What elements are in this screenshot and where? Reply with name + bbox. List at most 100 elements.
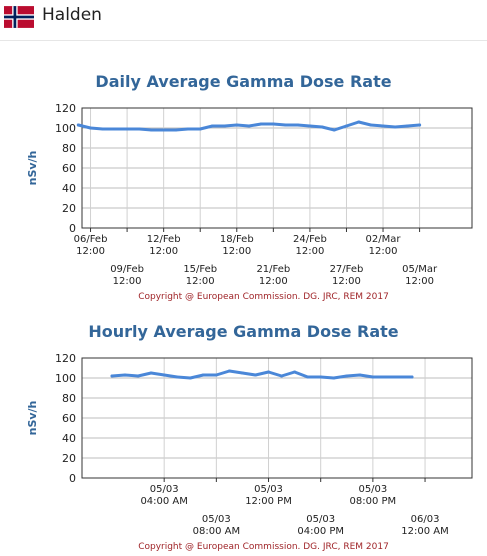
daily-data-point: [101, 127, 105, 131]
daily-xtick-label: 27/Feb: [330, 264, 364, 275]
daily-data-point: [186, 127, 190, 131]
hourly-data-point: [201, 373, 205, 377]
daily-data-point: [393, 125, 397, 129]
daily-data-point: [308, 124, 312, 128]
hourly-xtick-label: 12:00 PM: [245, 496, 292, 507]
daily-data-point: [149, 128, 153, 132]
daily-ytick-label: 100: [55, 122, 76, 135]
daily-data-point: [223, 124, 227, 128]
hourly-data-point: [293, 370, 297, 374]
daily-xtick-label: 12:00: [369, 246, 398, 257]
daily-data-point: [271, 122, 275, 126]
daily-copyright: Copyright @ European Commission. DG. JRC…: [138, 292, 389, 302]
hourly-data-point: [306, 375, 310, 379]
hourly-data-point: [280, 374, 284, 378]
hourly-chart-title: Hourly Average Gamma Dose Rate: [88, 322, 399, 341]
daily-xtick-label: 24/Feb: [293, 234, 327, 245]
daily-ylabel: nSv/h: [26, 151, 39, 186]
daily-xtick-label: 18/Feb: [220, 234, 254, 245]
daily-chart: 02040608010012006/Feb12:0009/Feb12:0012/…: [26, 102, 473, 287]
daily-data-point: [125, 127, 129, 131]
hourly-data-point: [397, 375, 401, 379]
daily-data-point: [162, 128, 166, 132]
daily-ytick-label: 120: [55, 102, 76, 115]
daily-xtick-label: 21/Feb: [256, 264, 290, 275]
daily-data-point: [89, 126, 93, 130]
daily-xtick-label: 12:00: [222, 246, 251, 257]
hourly-data-point: [267, 370, 271, 374]
daily-xtick-label: 02/Mar: [366, 234, 402, 245]
daily-data-point: [296, 123, 300, 127]
hourly-ytick-label: 40: [62, 432, 76, 445]
hourly-data-point: [110, 374, 114, 378]
daily-plot-border: [81, 107, 473, 229]
daily-data-point: [284, 123, 288, 127]
daily-xtick-label: 12:00: [405, 276, 434, 287]
hourly-data-point: [319, 375, 323, 379]
hourly-xtick-label: 04:00 PM: [297, 526, 344, 537]
hourly-ytick-label: 0: [69, 472, 76, 485]
hourly-data-point: [410, 375, 414, 379]
daily-data-point: [344, 124, 348, 128]
daily-xtick-label: 12:00: [332, 276, 361, 287]
hourly-data-point: [358, 373, 362, 377]
daily-data-point: [76, 123, 80, 127]
hourly-data-point: [240, 371, 244, 375]
hourly-ytick-label: 60: [62, 412, 76, 425]
daily-chart-title: Daily Average Gamma Dose Rate: [95, 72, 392, 91]
hourly-xtick-label: 06/03: [411, 514, 440, 525]
daily-data-point: [137, 127, 141, 131]
daily-data-point: [198, 127, 202, 131]
hourly-xtick-label: 05/03: [150, 484, 179, 495]
hourly-ytick-label: 120: [55, 352, 76, 365]
hourly-data-point: [188, 376, 192, 380]
daily-ytick-label: 60: [62, 162, 76, 175]
daily-xtick-label: 12:00: [259, 276, 288, 287]
daily-xtick-label: 12:00: [295, 246, 324, 257]
daily-data-point: [247, 124, 251, 128]
hourly-copyright: Copyright @ European Commission. DG. JRC…: [138, 542, 389, 552]
hourly-data-point: [175, 375, 179, 379]
daily-data-point: [357, 120, 361, 124]
daily-data-point: [369, 123, 373, 127]
hourly-xtick-label: 05/03: [306, 514, 335, 525]
hourly-ytick-label: 20: [62, 452, 76, 465]
daily-ytick-label: 0: [69, 222, 76, 235]
norway-flag-icon: [4, 6, 34, 28]
hourly-data-point: [371, 375, 375, 379]
hourly-xtick-label: 05/03: [254, 484, 283, 495]
hourly-data-point: [214, 373, 218, 377]
hourly-xtick-label: 04:00 AM: [140, 496, 187, 507]
daily-data-point: [418, 123, 422, 127]
daily-data-point: [259, 122, 263, 126]
hourly-data-point: [162, 373, 166, 377]
hourly-data-point: [123, 373, 127, 377]
daily-data-point: [381, 124, 385, 128]
hourly-plot-border: [81, 357, 473, 479]
hourly-xtick-label: 08:00 AM: [193, 526, 240, 537]
hourly-ytick-label: 100: [55, 372, 76, 385]
hourly-ylabel: nSv/h: [26, 401, 39, 436]
daily-xtick-label: 12:00: [76, 246, 105, 257]
daily-ytick-label: 40: [62, 182, 76, 195]
hourly-data-point: [384, 375, 388, 379]
daily-data-point: [235, 123, 239, 127]
daily-ytick-label: 20: [62, 202, 76, 215]
location-header: Halden: [0, 0, 487, 41]
daily-xtick-label: 12:00: [186, 276, 215, 287]
hourly-xtick-label: 05/03: [358, 484, 387, 495]
hourly-xtick-label: 12:00 AM: [401, 526, 448, 537]
daily-xtick-label: 12/Feb: [147, 234, 181, 245]
daily-xtick-label: 15/Feb: [183, 264, 217, 275]
daily-data-point: [210, 124, 214, 128]
daily-xtick-label: 06/Feb: [74, 234, 108, 245]
hourly-data-point: [332, 376, 336, 380]
daily-ytick-label: 80: [62, 142, 76, 155]
hourly-xtick-label: 08:00 PM: [350, 496, 397, 507]
hourly-series-line: [110, 369, 414, 380]
hourly-data-point: [345, 374, 349, 378]
daily-xtick-label: 12:00: [113, 276, 142, 287]
daily-xtick-label: 09/Feb: [110, 264, 144, 275]
hourly-data-point: [253, 373, 257, 377]
